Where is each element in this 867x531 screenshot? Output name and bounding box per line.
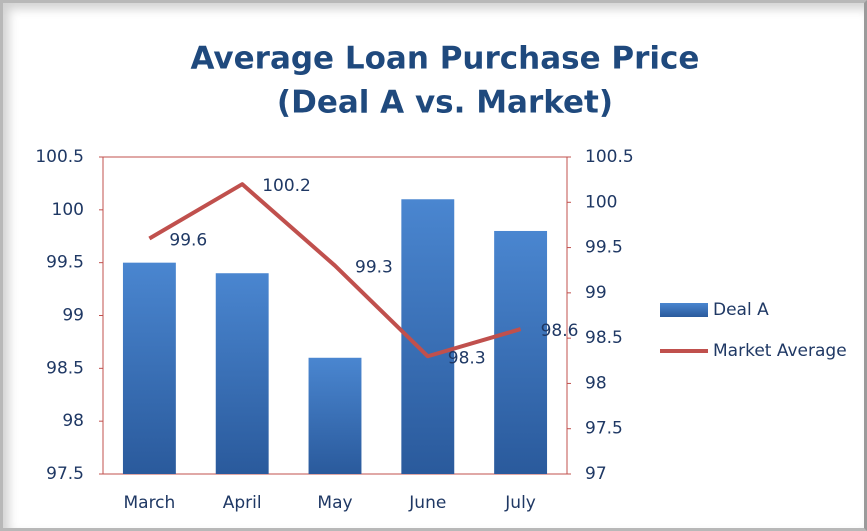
- x-tick-label: May: [317, 493, 352, 513]
- y2-tick-label: 98: [585, 373, 607, 393]
- bar: [308, 357, 362, 474]
- data-label: 99.3: [355, 258, 393, 278]
- y-tick-label: 100: [52, 200, 84, 220]
- y-tick-label: 99.5: [46, 253, 84, 273]
- y-tick-label: 100.5: [35, 147, 84, 167]
- y2-tick-label: 100.5: [585, 147, 634, 167]
- bar: [122, 262, 176, 474]
- y-tick-label: 97.5: [46, 464, 84, 484]
- line: [148, 182, 522, 359]
- y-tick-label: 98.5: [46, 358, 84, 378]
- legend-swatch: [660, 303, 708, 317]
- bar: [494, 230, 548, 474]
- chart-subtitle: (Deal A vs. Market): [277, 85, 613, 121]
- legend-label: Market Average: [713, 341, 847, 361]
- data-label: 100.2: [262, 176, 311, 196]
- y2-tick-label: 97: [585, 464, 607, 484]
- y-tick-label: 99: [62, 306, 84, 326]
- data-label: 98.3: [448, 348, 486, 368]
- chart-title: Average Loan Purchase Price: [191, 41, 700, 77]
- data-label: 99.6: [169, 231, 207, 251]
- y2-tick-label: 98.5: [585, 328, 623, 348]
- y2-tick-label: 100: [585, 192, 617, 212]
- x-tick-label: June: [408, 493, 446, 513]
- y2-tick-label: 99.5: [585, 238, 623, 258]
- y2-tick-label: 99: [585, 283, 607, 303]
- data-label: 98.6: [541, 321, 579, 341]
- y-tick-label: 98: [62, 411, 84, 431]
- y2-tick-label: 97.5: [585, 419, 623, 439]
- legend-label: Deal A: [713, 300, 769, 320]
- x-tick-label: April: [223, 493, 262, 513]
- x-tick-label: March: [123, 493, 175, 513]
- x-tick-label: July: [504, 493, 536, 513]
- bar: [215, 273, 269, 474]
